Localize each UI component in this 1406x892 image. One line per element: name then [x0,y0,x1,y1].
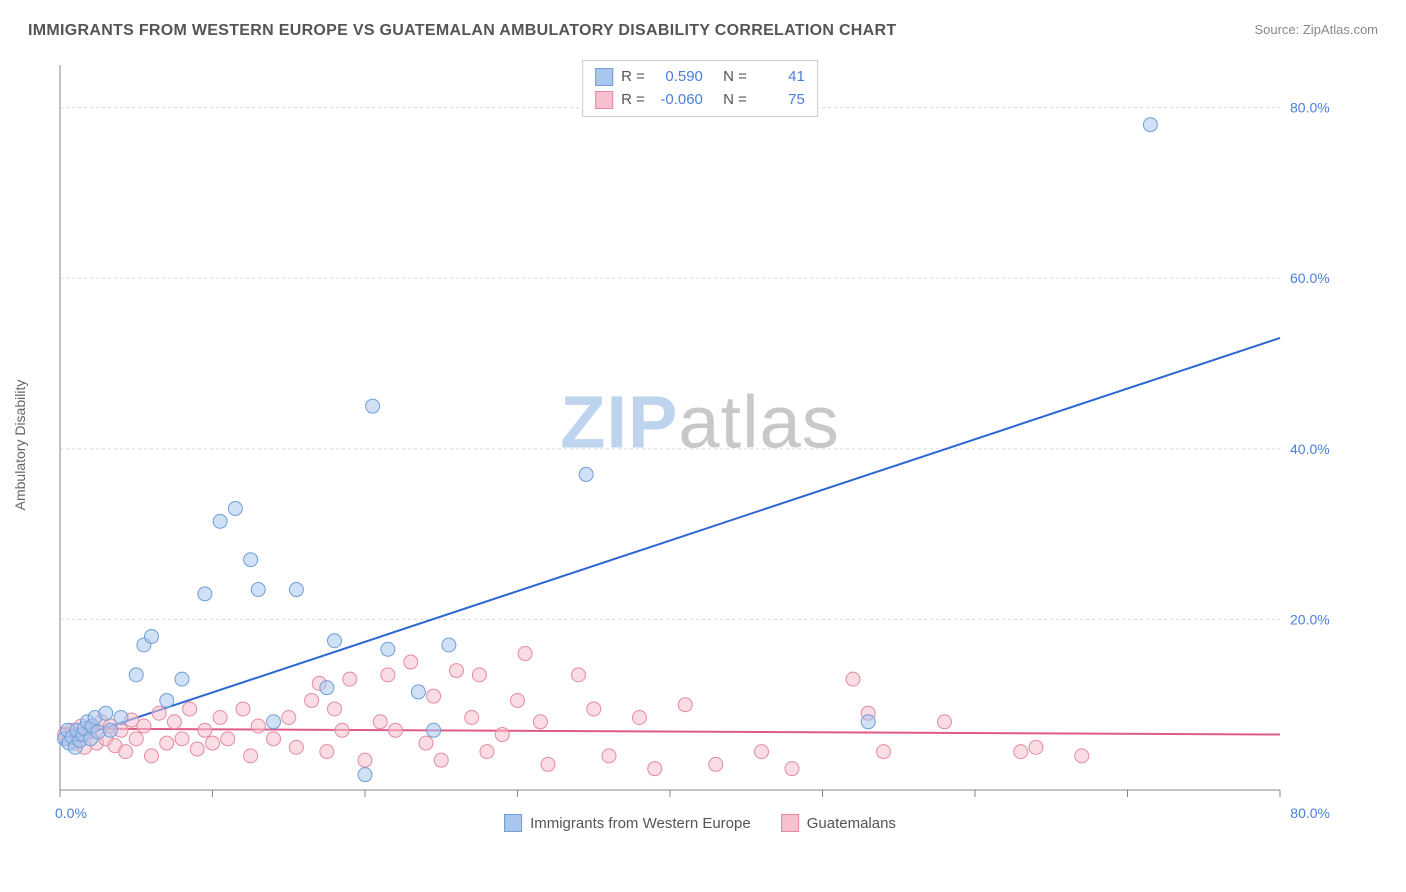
swatch-series1 [595,68,613,86]
svg-text:0.0%: 0.0% [55,805,87,821]
swatch-series2 [595,91,613,109]
n-value-series1: 41 [755,66,805,89]
r-label: R = [621,66,645,89]
bottom-legend: Immigrants from Western Europe Guatemala… [504,814,896,832]
series2-name: Guatemalans [807,815,896,832]
r-value-series1: 0.590 [653,66,703,89]
r-label-2: R = [621,89,645,112]
svg-text:40.0%: 40.0% [1290,441,1330,457]
chart-title: IMMIGRANTS FROM WESTERN EUROPE VS GUATEM… [28,22,896,40]
correlation-legend: R = 0.590 N = 41 R = -0.060 N = 75 [582,60,818,117]
svg-text:80.0%: 80.0% [1290,805,1330,821]
y-axis-label: Ambulatory Disability [12,380,28,511]
bottom-swatch-1 [504,814,522,832]
bottom-legend-item-1: Immigrants from Western Europe [504,814,751,832]
series1-name: Immigrants from Western Europe [530,815,751,832]
svg-text:20.0%: 20.0% [1290,611,1330,627]
n-value-series2: 75 [755,89,805,112]
svg-text:60.0%: 60.0% [1290,270,1330,286]
n-label: N = [723,66,747,89]
bottom-legend-item-2: Guatemalans [781,814,896,832]
r-value-series2: -0.060 [653,89,703,112]
legend-row-series2: R = -0.060 N = 75 [595,89,805,112]
scatter-plot: 20.0% 40.0% 60.0% 80.0% 0.0% 80.0% [50,60,1350,830]
bottom-swatch-2 [781,814,799,832]
chart-area: Ambulatory Disability ZIPatlas 20.0%40.0… [50,60,1350,830]
svg-text:80.0%: 80.0% [1290,100,1330,116]
source-label: Source: ZipAtlas.com [1254,22,1378,37]
legend-row-series1: R = 0.590 N = 41 [595,66,805,89]
n-label-2: N = [723,89,747,112]
